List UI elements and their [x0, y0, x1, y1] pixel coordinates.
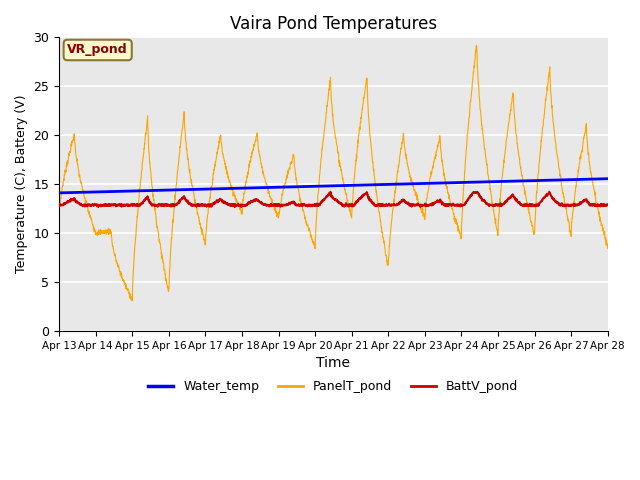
Text: VR_pond: VR_pond [67, 44, 128, 57]
Title: Vaira Pond Temperatures: Vaira Pond Temperatures [230, 15, 437, 33]
X-axis label: Time: Time [316, 356, 351, 370]
Y-axis label: Temperature (C), Battery (V): Temperature (C), Battery (V) [15, 95, 28, 273]
Legend: Water_temp, PanelT_pond, BattV_pond: Water_temp, PanelT_pond, BattV_pond [143, 375, 524, 398]
